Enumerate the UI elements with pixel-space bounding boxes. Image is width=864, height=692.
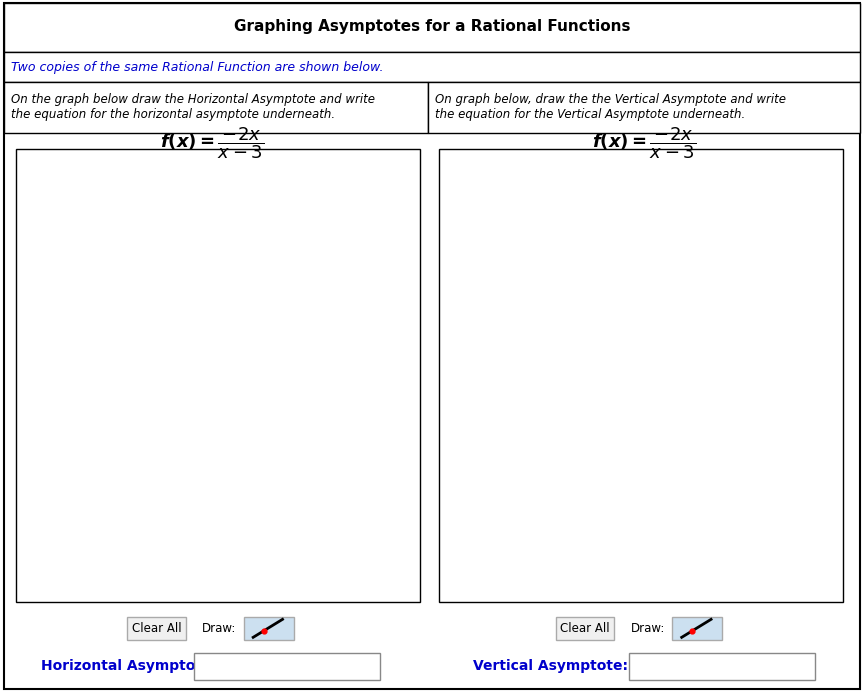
Text: On graph below, draw the the Vertical Asymptote and write
the equation for the V: On graph below, draw the the Vertical As… (435, 93, 785, 121)
Text: Clear All: Clear All (560, 622, 610, 635)
Text: Draw:: Draw: (202, 622, 237, 635)
Text: Graphing Asymptotes for a Rational Functions: Graphing Asymptotes for a Rational Funct… (234, 19, 630, 34)
Text: $\boldsymbol{f(x) = \dfrac{-2x}{x-3}}$: $\boldsymbol{f(x) = \dfrac{-2x}{x-3}}$ (592, 125, 696, 161)
Bar (4, 82, 428, 133)
Bar (194, 653, 380, 680)
Text: $\boldsymbol{f(x) = \dfrac{-2x}{x-3}}$: $\boldsymbol{f(x) = \dfrac{-2x}{x-3}}$ (160, 125, 264, 161)
Bar (244, 617, 294, 639)
Text: On the graph below draw the Horizontal Asymptote and write
the equation for the : On the graph below draw the Horizontal A… (11, 93, 375, 121)
Bar (4, 52, 860, 82)
Text: Vertical Asymptote:: Vertical Asymptote: (473, 659, 628, 673)
Text: Draw:: Draw: (631, 622, 665, 635)
Bar (672, 617, 722, 639)
Bar (629, 653, 815, 680)
Bar (439, 149, 843, 602)
Bar (428, 82, 860, 133)
FancyBboxPatch shape (4, 3, 860, 689)
Text: Two copies of the same Rational Function are shown below.: Two copies of the same Rational Function… (11, 61, 384, 73)
Bar (4, 3, 860, 52)
Bar (556, 617, 614, 639)
Text: Clear All: Clear All (131, 622, 181, 635)
Bar (16, 149, 420, 602)
Bar (127, 617, 186, 639)
Text: Horizontal Asymptote:: Horizontal Asymptote: (41, 659, 218, 673)
